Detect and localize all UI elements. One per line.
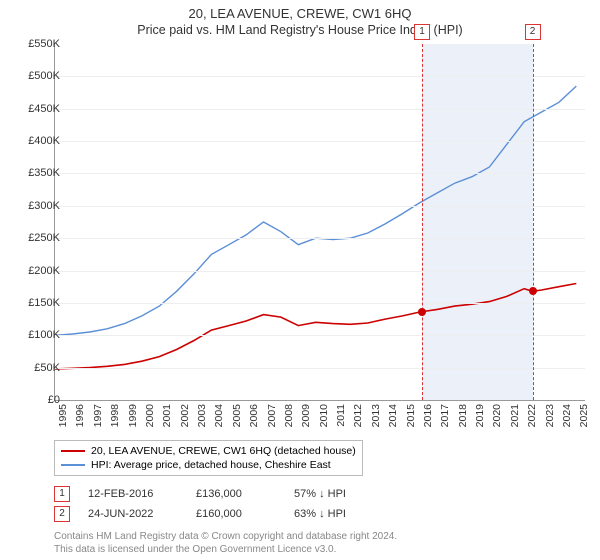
x-tick-label: 2016 [422,404,434,427]
event-marker-2: 2 [54,506,70,522]
legend-item: HPI: Average price, detached house, Ches… [61,458,356,472]
x-tick-label: 2014 [387,404,399,427]
legend: 20, LEA AVENUE, CREWE, CW1 6HQ (detached… [54,440,363,476]
x-tick-label: 2021 [509,404,521,427]
page-title: 20, LEA AVENUE, CREWE, CW1 6HQ [0,0,600,21]
y-tick-label: £300K [10,200,60,212]
footer: Contains HM Land Registry data © Crown c… [54,531,397,556]
chart-area: 12 [54,44,585,401]
marker-box: 2 [525,24,541,40]
x-tick-label: 2000 [144,404,156,427]
x-tick-label: 1996 [74,404,86,427]
marker-line [533,44,534,400]
sale-dot [418,308,426,316]
x-tick-label: 2018 [457,404,469,427]
y-tick-label: £250K [10,232,60,244]
x-tick-label: 2006 [248,404,260,427]
x-tick-label: 2017 [439,404,451,427]
chart-lines [55,44,585,400]
series-property [55,284,576,369]
y-tick-label: £550K [10,38,60,50]
x-tick-label: 2024 [561,404,573,427]
event-price: £160,000 [196,508,276,520]
x-tick-label: 2004 [213,404,225,427]
x-tick-label: 2009 [300,404,312,427]
event-price: £136,000 [196,488,276,500]
y-tick-label: £100K [10,329,60,341]
x-tick-label: 2012 [352,404,364,427]
x-tick-label: 2013 [370,404,382,427]
x-tick-label: 2015 [405,404,417,427]
y-tick-label: £500K [10,70,60,82]
y-tick-label: £0 [10,394,60,406]
legend-swatch [61,464,85,466]
legend-swatch [61,450,85,452]
page-subtitle: Price paid vs. HM Land Registry's House … [0,21,600,41]
y-tick-label: £150K [10,297,60,309]
x-tick-label: 2007 [266,404,278,427]
event-row-1: 1 12-FEB-2016 £136,000 57% ↓ HPI [54,486,346,502]
x-tick-label: 1998 [109,404,121,427]
y-tick-label: £450K [10,103,60,115]
x-tick-label: 2008 [283,404,295,427]
x-tick-label: 1995 [57,404,69,427]
x-tick-label: 2011 [335,404,347,427]
x-tick-label: 2002 [179,404,191,427]
x-tick-label: 2023 [544,404,556,427]
x-tick-label: 2025 [578,404,590,427]
legend-item: 20, LEA AVENUE, CREWE, CW1 6HQ (detached… [61,444,356,458]
x-tick-label: 2022 [526,404,538,427]
marker-box: 1 [414,24,430,40]
marker-line [422,44,423,400]
y-tick-label: £200K [10,265,60,277]
footer-line-2: This data is licensed under the Open Gov… [54,544,397,557]
legend-label: HPI: Average price, detached house, Ches… [91,459,331,471]
x-tick-label: 2005 [231,404,243,427]
x-tick-label: 2020 [491,404,503,427]
series-hpi [55,86,576,335]
y-tick-label: £350K [10,167,60,179]
event-marker-1: 1 [54,486,70,502]
y-tick-label: £50K [10,362,60,374]
event-date: 24-JUN-2022 [88,508,178,520]
x-tick-label: 2019 [474,404,486,427]
event-row-2: 2 24-JUN-2022 £160,000 63% ↓ HPI [54,506,346,522]
event-delta: 63% ↓ HPI [294,508,346,520]
legend-label: 20, LEA AVENUE, CREWE, CW1 6HQ (detached… [91,445,356,457]
event-delta: 57% ↓ HPI [294,488,346,500]
footer-line-1: Contains HM Land Registry data © Crown c… [54,531,397,544]
x-tick-label: 1997 [92,404,104,427]
y-tick-label: £400K [10,135,60,147]
sale-dot [529,287,537,295]
event-date: 12-FEB-2016 [88,488,178,500]
x-tick-label: 2010 [318,404,330,427]
x-tick-label: 2003 [196,404,208,427]
x-tick-label: 1999 [127,404,139,427]
x-tick-label: 2001 [161,404,173,427]
